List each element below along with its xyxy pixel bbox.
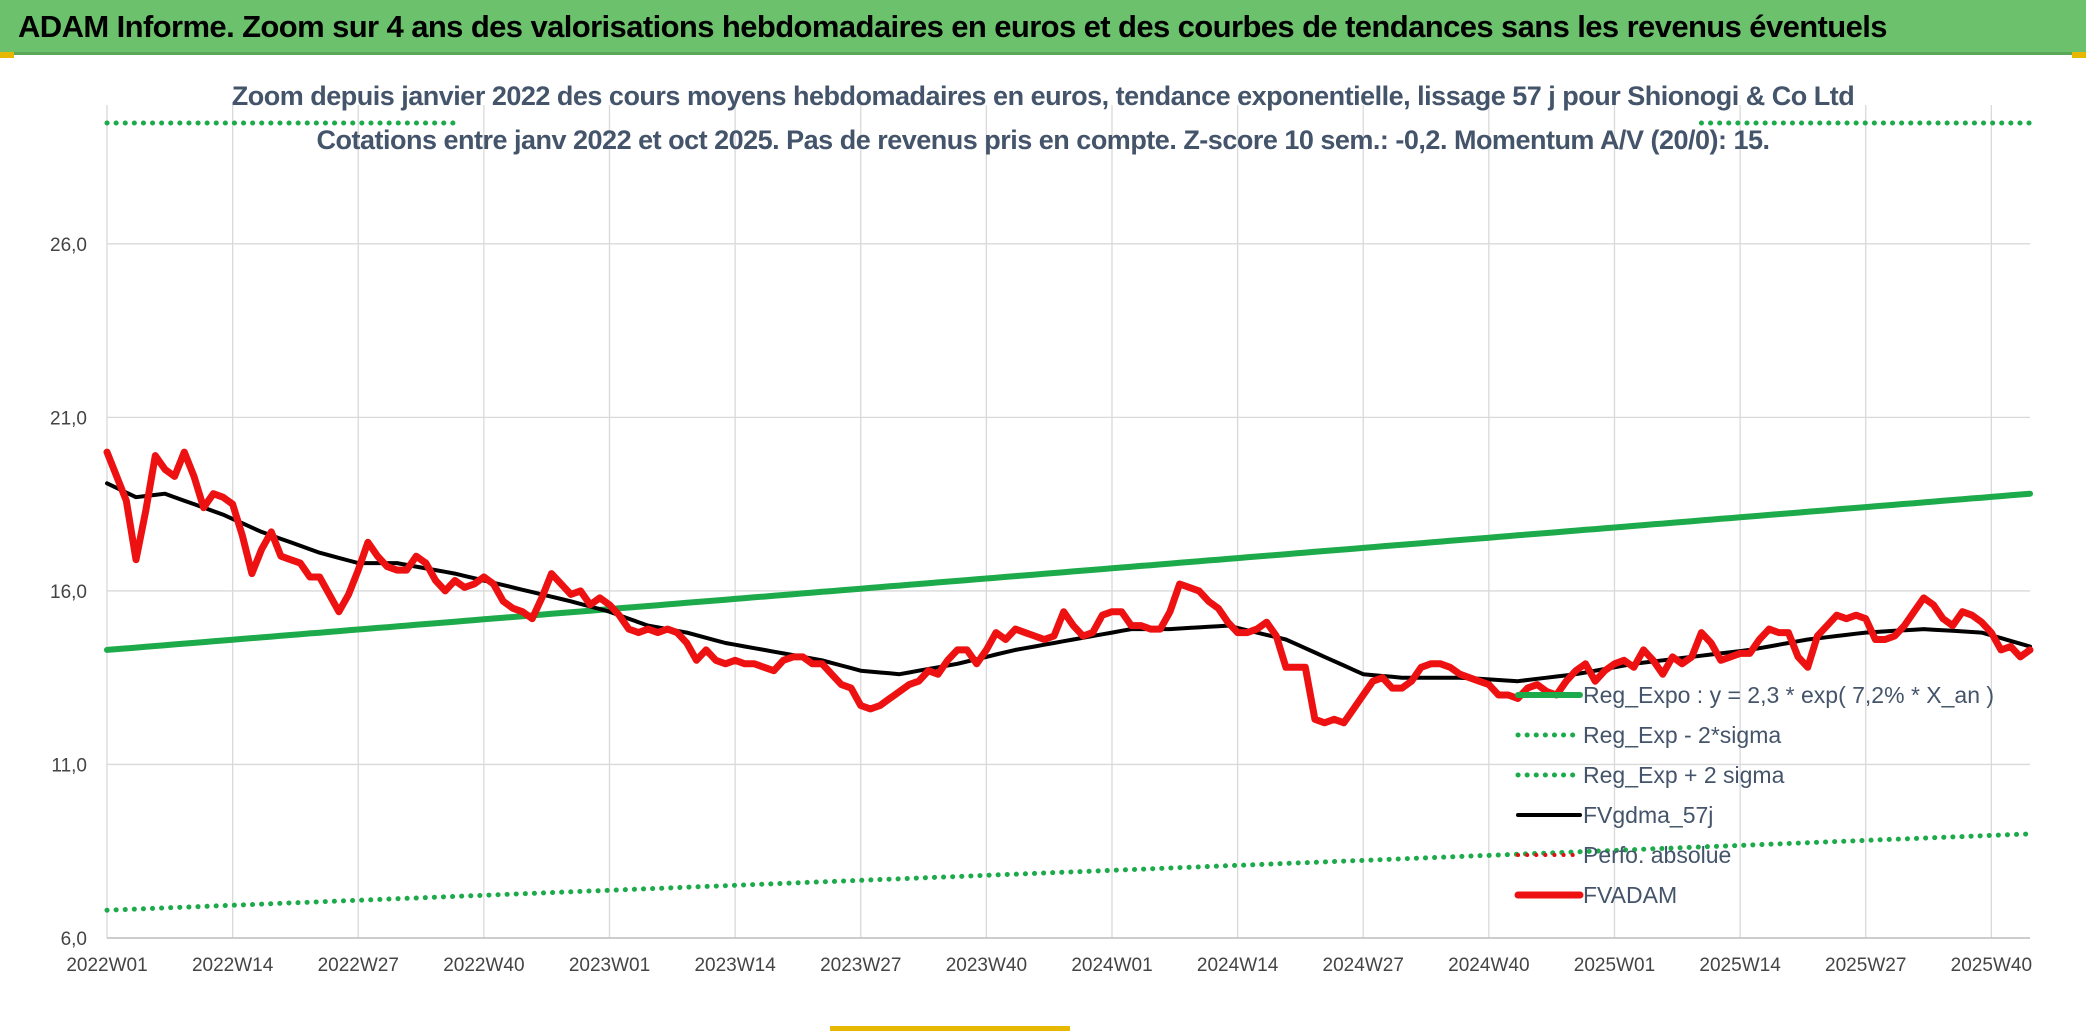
y-tick-label: 21,0 xyxy=(50,408,87,429)
chart-title: Zoom depuis janvier 2022 des cours moyen… xyxy=(231,81,1855,111)
x-tick-label: 2023W01 xyxy=(569,955,650,976)
y-tick-label: 26,0 xyxy=(50,235,87,256)
x-tick-label: 2024W01 xyxy=(1071,955,1152,976)
x-tick-label: 2024W40 xyxy=(1448,955,1529,976)
legend: Reg_Expo : y = 2,3 * exp( 7,2% * X_an ) R… xyxy=(1514,682,1994,908)
series-line-fvadam xyxy=(103,448,2034,727)
page-title: ADAM Informe. Zoom sur 4 ans des valoris… xyxy=(18,9,1888,44)
legend-label: Perfo. absolue xyxy=(1583,842,1731,868)
series-line-regression xyxy=(104,490,2033,653)
chart-area: 6,0 11,0 16,0 21,0 26,0 2022W01 2022W14 2022W27… xyxy=(0,55,2086,1031)
x-tick-label: 2025W27 xyxy=(1825,955,1906,976)
x-tick-label: 2023W27 xyxy=(820,955,901,976)
line-chart: 6,0 11,0 16,0 21,0 26,0 2022W01 2022W14 2022W27… xyxy=(50,105,2034,976)
corner-mark xyxy=(2072,52,2086,58)
x-tick-label: 2024W27 xyxy=(1323,955,1404,976)
y-tick-label: 6,0 xyxy=(61,929,87,950)
grid xyxy=(106,105,2030,939)
x-tick-label: 2023W14 xyxy=(694,955,776,976)
x-tick-label: 2022W27 xyxy=(318,955,399,976)
y-tick-label: 16,0 xyxy=(50,582,87,603)
x-tick-label: 2025W01 xyxy=(1574,955,1655,976)
x-tick-label: 2025W40 xyxy=(1951,955,2032,976)
legend-label: FVADAM xyxy=(1583,882,1677,908)
x-tick-label: 2022W14 xyxy=(192,955,274,976)
y-tick-label: 11,0 xyxy=(51,755,87,776)
chart-subtitle: Cotations entre janv 2022 et oct 2025. P… xyxy=(316,125,1770,155)
legend-label: Reg_Exp - 2*sigma xyxy=(1583,722,1781,748)
x-tick-label: 2022W40 xyxy=(443,955,524,976)
x-tick-label: 2024W14 xyxy=(1197,955,1279,976)
header-banner: ADAM Informe. Zoom sur 4 ans des valoris… xyxy=(0,0,2086,55)
x-tick-label: 2025W14 xyxy=(1699,955,1781,976)
corner-mark xyxy=(0,52,14,58)
series-line-lower-band xyxy=(104,831,2033,913)
legend-label: FVgdma_57j xyxy=(1583,802,1713,828)
legend-label: Reg_Exp + 2 sigma xyxy=(1583,762,1785,788)
x-tick-label: 2022W01 xyxy=(66,955,147,976)
series-layer xyxy=(103,120,2034,913)
legend-label: Reg_Expo : y = 2,3 * exp( 7,2% * X_an ) xyxy=(1583,682,1994,708)
x-tick-label: 2023W40 xyxy=(946,955,1027,976)
axes: 6,0 11,0 16,0 21,0 26,0 2022W01 2022W14 2022W27… xyxy=(50,235,2032,976)
footer-accent xyxy=(830,1026,1070,1031)
